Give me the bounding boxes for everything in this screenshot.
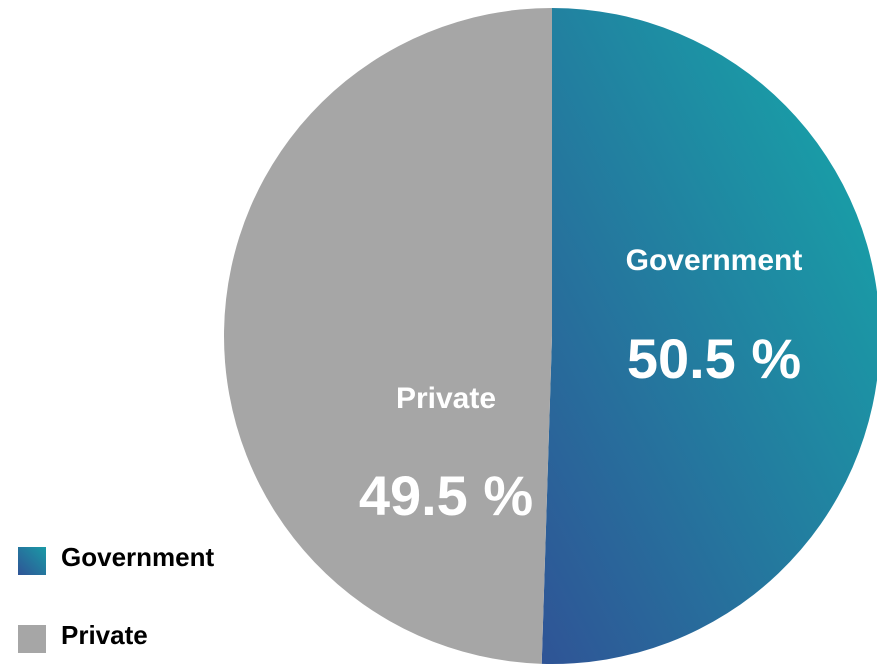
slice-value-private: 49.5 %	[359, 464, 533, 527]
legend-swatch-government	[18, 547, 46, 575]
pie-slices	[224, 8, 877, 664]
legend-label-private: Private	[61, 620, 148, 650]
pie-slice-government	[541, 8, 877, 664]
pie-labels: Government 50.5 % Private 49.5 %	[359, 244, 803, 527]
slice-label-government: Government	[626, 244, 803, 277]
slice-label-private: Private	[396, 382, 496, 415]
slice-value-government: 50.5 %	[627, 327, 801, 390]
legend-label-government: Government	[61, 542, 215, 572]
legend-swatch-private	[18, 625, 46, 653]
pie-slice-private	[224, 8, 552, 664]
